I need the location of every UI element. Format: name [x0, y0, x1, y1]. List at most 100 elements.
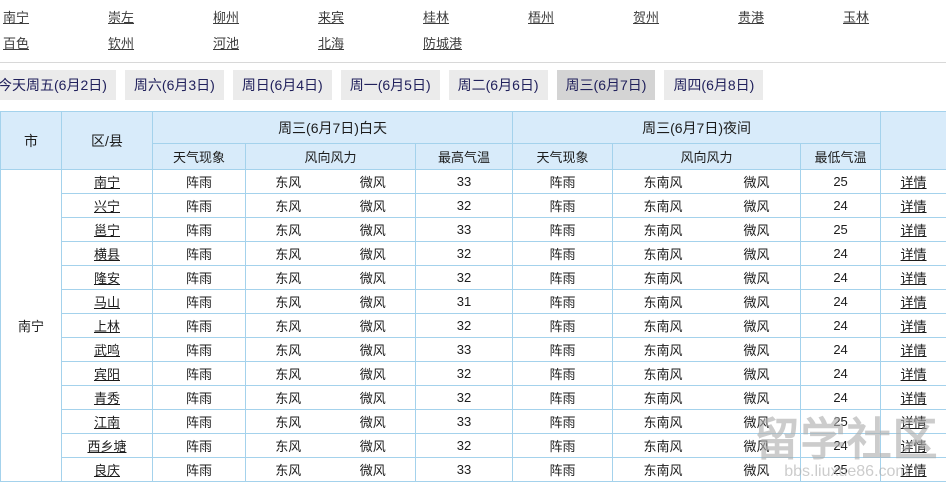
detail-cell: 详情: [880, 193, 946, 218]
city-link[interactable]: 梧州: [528, 10, 555, 25]
night-wind-force: 微风: [743, 463, 770, 478]
detail-link[interactable]: 详情: [900, 223, 927, 238]
low-temp-cell: 24: [800, 241, 882, 266]
city-link[interactable]: 贺州: [633, 10, 660, 25]
date-tab-active[interactable]: 周三(6月7日): [556, 70, 656, 100]
detail-link[interactable]: 详情: [900, 463, 927, 478]
night-wind-direction: 东南风: [643, 223, 683, 238]
table-row: 宾阳 阵雨 东风 微风 32 阵雨 东南风 微风 24 详情: [1, 361, 946, 386]
high-temp-cell: 32: [414, 241, 514, 266]
table-row: 江南 阵雨 东风 微风 33 阵雨 东南风 微风 25 详情: [1, 409, 946, 434]
city-link[interactable]: 南宁: [3, 10, 30, 25]
detail-link[interactable]: 详情: [900, 343, 927, 358]
low-temp-cell: 24: [800, 193, 882, 218]
district-cell: 邕宁: [61, 217, 153, 242]
table-row: 隆安 阵雨 东风 微风 32 阵雨 东南风 微风 24 详情: [1, 265, 946, 290]
city-link[interactable]: 北海: [318, 36, 345, 51]
high-temp-cell: 33: [414, 337, 514, 362]
detail-link[interactable]: 详情: [900, 367, 927, 382]
day-wind-values: 东风 微风: [247, 388, 415, 407]
city-link[interactable]: 防城港: [423, 36, 463, 51]
detail-cell: 详情: [880, 217, 946, 242]
day-weather-cell: 阵雨: [152, 361, 246, 386]
district-link[interactable]: 江南: [93, 415, 120, 430]
day-wind-cell: 东风 微风: [245, 433, 416, 458]
district-link[interactable]: 兴宁: [93, 199, 120, 214]
night-weather-cell: 阵雨: [512, 241, 614, 266]
city-link[interactable]: 河池: [213, 36, 240, 51]
day-weather-cell: 阵雨: [152, 217, 246, 242]
night-wind-values: 东南风 微风: [614, 436, 800, 455]
night-weather-cell: 阵雨: [512, 433, 614, 458]
date-tab[interactable]: 周四(6月8日): [664, 70, 764, 100]
district-link[interactable]: 青秀: [93, 391, 120, 406]
day-wind-values: 东风 微风: [247, 460, 415, 479]
detail-cell: 详情: [880, 265, 946, 290]
detail-link[interactable]: 详情: [900, 199, 927, 214]
district-link[interactable]: 宾阳: [93, 367, 120, 382]
day-wind-values: 东风 微风: [247, 436, 415, 455]
city-link[interactable]: 崇左: [108, 10, 135, 25]
low-temp-cell: 24: [800, 265, 882, 290]
night-wind-cell: 东南风 微风: [612, 289, 802, 314]
district-cell: 宾阳: [61, 361, 153, 386]
detail-link[interactable]: 详情: [900, 271, 927, 286]
low-temp-cell: 25: [800, 169, 882, 194]
day-weather-cell: 阵雨: [152, 337, 246, 362]
district-link[interactable]: 南宁: [93, 175, 120, 190]
date-tab[interactable]: 周日(6月4日): [232, 70, 332, 100]
city-link[interactable]: 百色: [3, 36, 30, 51]
day-wind-values: 东风 微风: [247, 364, 415, 383]
district-link[interactable]: 横县: [93, 247, 120, 262]
detail-link[interactable]: 详情: [900, 415, 927, 430]
district-link[interactable]: 武鸣: [93, 343, 120, 358]
day-wind-direction: 东风: [275, 223, 302, 238]
district-cell: 上林: [61, 313, 153, 338]
district-link[interactable]: 邕宁: [93, 223, 120, 238]
high-temp-cell: 33: [414, 457, 514, 482]
day-wind-direction: 东风: [275, 271, 302, 286]
date-tab[interactable]: 周二(6月6日): [448, 70, 548, 100]
low-temp-cell: 24: [800, 385, 882, 410]
night-wind-direction: 东南风: [643, 247, 683, 262]
date-tab[interactable]: 今天周五(6月2日): [0, 70, 116, 100]
day-wind-cell: 东风 微风: [245, 169, 416, 194]
district-link[interactable]: 上林: [93, 319, 120, 334]
night-wind-direction: 东南风: [643, 295, 683, 310]
col-header-detail: [880, 111, 946, 170]
table-row: 兴宁 阵雨 东风 微风 32 阵雨 东南风 微风 24 详情: [1, 193, 946, 218]
day-wind-force: 微风: [359, 343, 386, 358]
district-link[interactable]: 良庆: [93, 463, 120, 478]
table-row: 上林 阵雨 东风 微风 32 阵雨 东南风 微风 24 详情: [1, 313, 946, 338]
nav-divider: [0, 62, 946, 63]
day-wind-force: 微风: [359, 295, 386, 310]
detail-link[interactable]: 详情: [900, 295, 927, 310]
detail-cell: 详情: [880, 241, 946, 266]
day-wind-values: 东风 微风: [247, 268, 415, 287]
city-link[interactable]: 钦州: [108, 36, 135, 51]
city-link[interactable]: 玉林: [843, 10, 870, 25]
detail-link[interactable]: 详情: [900, 439, 927, 454]
district-link[interactable]: 西乡塘: [87, 439, 127, 454]
low-temp-cell: 25: [800, 409, 882, 434]
day-weather-cell: 阵雨: [152, 289, 246, 314]
city-link[interactable]: 来宾: [318, 10, 345, 25]
city-link[interactable]: 柳州: [213, 10, 240, 25]
night-weather-cell: 阵雨: [512, 385, 614, 410]
low-temp-cell: 24: [800, 337, 882, 362]
city-link[interactable]: 贵港: [738, 10, 765, 25]
detail-link[interactable]: 详情: [900, 247, 927, 262]
detail-link[interactable]: 详情: [900, 391, 927, 406]
district-link[interactable]: 马山: [93, 295, 120, 310]
date-tab[interactable]: 周一(6月5日): [340, 70, 440, 100]
detail-link[interactable]: 详情: [900, 319, 927, 334]
district-link[interactable]: 隆安: [93, 271, 120, 286]
day-wind-cell: 东风 微风: [245, 265, 416, 290]
detail-link[interactable]: 详情: [900, 175, 927, 190]
date-tab[interactable]: 周六(6月3日): [124, 70, 224, 100]
day-wind-force: 微风: [359, 367, 386, 382]
night-weather-cell: 阵雨: [512, 289, 614, 314]
district-cell: 隆安: [61, 265, 153, 290]
city-link[interactable]: 桂林: [423, 10, 450, 25]
day-wind-cell: 东风 微风: [245, 337, 416, 362]
